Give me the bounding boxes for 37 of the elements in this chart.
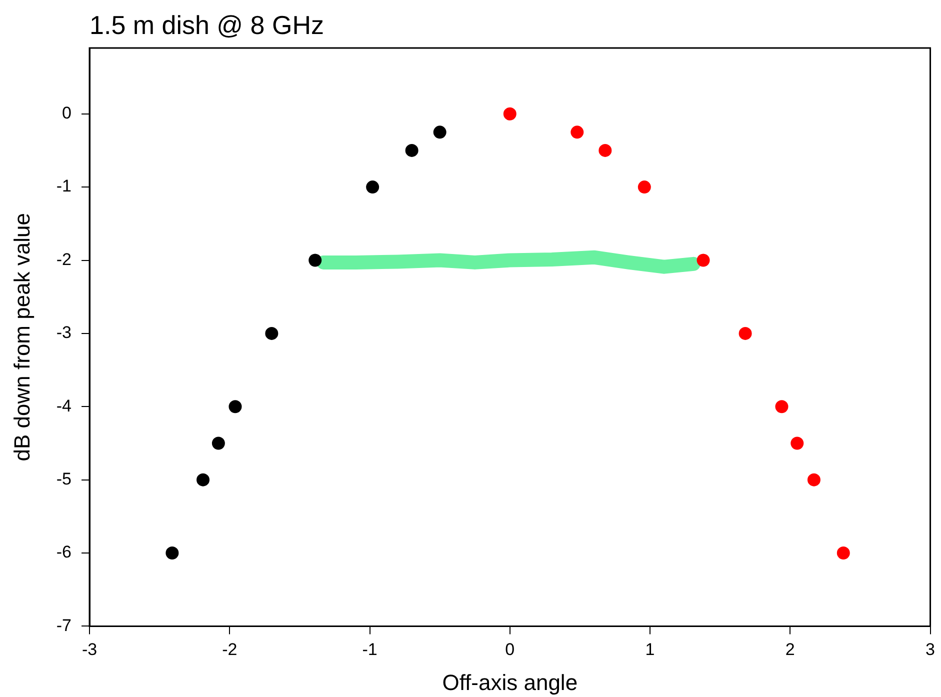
point	[212, 436, 225, 450]
y-tick-label: -3	[56, 323, 72, 342]
point	[807, 473, 820, 486]
point	[638, 180, 651, 194]
y-tick-label: -6	[56, 542, 72, 562]
x-tick-label: -3	[82, 640, 98, 660]
y-tick-label: -5	[56, 470, 72, 489]
x-tick-label: -2	[222, 640, 238, 660]
chart-title: 1.5 m dish @ 8 GHz	[90, 10, 324, 40]
point	[228, 400, 242, 414]
point	[775, 400, 788, 414]
y-tick-label: 0	[62, 104, 72, 123]
y-tick-label: -7	[56, 616, 72, 635]
point	[433, 126, 446, 139]
y-tick-label: -1	[56, 176, 72, 196]
point	[405, 144, 418, 157]
point	[696, 254, 710, 267]
point	[308, 254, 322, 267]
x-tick-label: -1	[362, 640, 378, 660]
y-tick-label: -4	[56, 396, 72, 416]
point	[598, 144, 612, 157]
x-axis-title: Off-axis angle	[442, 670, 578, 695]
x-tick-label: 1	[645, 640, 655, 660]
x-tick-label: 3	[926, 640, 936, 660]
point	[836, 546, 850, 560]
point	[503, 107, 516, 120]
x-tick-label: 2	[785, 640, 795, 660]
y-axis-title: dB down from peak value	[9, 212, 34, 462]
point	[196, 473, 210, 486]
point	[738, 326, 752, 340]
point	[790, 436, 804, 450]
point	[570, 126, 584, 139]
x-tick-label: 0	[505, 640, 515, 660]
point	[366, 180, 380, 194]
point	[265, 326, 278, 340]
point	[166, 546, 179, 560]
y-tick-label: -2	[56, 250, 72, 269]
